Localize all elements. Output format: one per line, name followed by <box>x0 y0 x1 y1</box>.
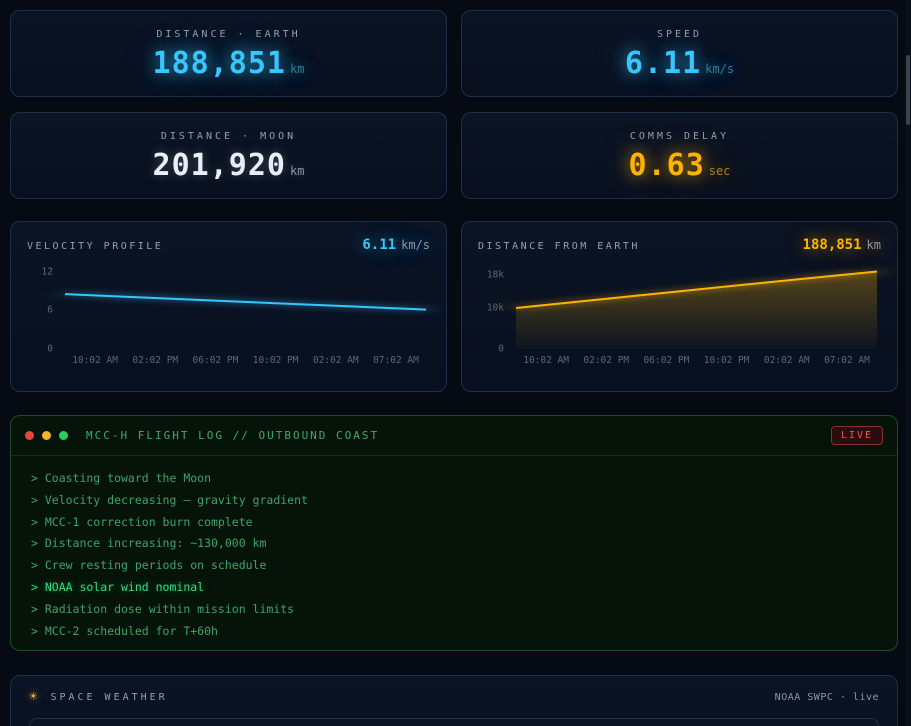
x-tick-label: 07:02 AM <box>824 355 870 366</box>
stat-row-1: DISTANCE · EARTH 188,851 km SPEED 6.11 km/… <box>10 10 898 97</box>
velocity-line-chart <box>65 269 426 349</box>
stat-unit: km <box>289 163 305 178</box>
y-axis-ticks: 12 6 0 <box>27 266 61 354</box>
x-tick-label: 10:02 AM <box>72 355 118 366</box>
space-weather-header: ☀ SPACE WEATHER NOAA SWPC · live <box>29 690 879 704</box>
space-weather-source: NOAA SWPC · live <box>774 691 879 703</box>
chart-title: VELOCITY PROFILE <box>27 241 164 252</box>
y-tick-label: 0 <box>47 343 53 355</box>
scrollbar-track[interactable] <box>905 0 911 726</box>
y-tick-label: 10k <box>486 302 504 314</box>
x-tick-label: 02:02 PM <box>132 355 179 366</box>
log-entry: > MCC-1 correction burn complete <box>31 514 253 529</box>
velocity-profile-chart-panel: VELOCITY PROFILE 6.11 km/s 12 6 0 10:02 AM 0… <box>10 221 447 392</box>
stat-card-speed: SPEED 6.11 km/s <box>461 10 898 97</box>
stat-label: SPEED <box>656 28 703 40</box>
chart-row: VELOCITY PROFILE 6.11 km/s 12 6 0 10:02 AM 0… <box>10 221 898 392</box>
x-axis-labels: 10:02 AM 02:02 PM 06:02 PM 10:02 PM 02:02 AM… <box>65 355 426 373</box>
window-dot-green-icon <box>59 431 68 440</box>
x-tick-label: 10:02 PM <box>252 355 299 366</box>
log-entry: > Velocity decreasing — gravity gradient <box>31 492 308 507</box>
stat-label: DISTANCE · MOON <box>160 130 297 142</box>
y-tick-label: 18k <box>486 269 504 281</box>
x-axis-labels: 10:02 AM 02:02 PM 06:02 PM 10:02 PM 02:02 AM… <box>516 355 877 373</box>
chart-current-value: 6.11 km/s <box>362 237 430 253</box>
stat-row-2: DISTANCE · MOON 201,920 km COMMS DELAY 0.… <box>10 112 898 199</box>
space-weather-panel: ☀ SPACE WEATHER NOAA SWPC · live <box>10 675 898 726</box>
flight-log-body: > Coasting toward the Moon > Velocity dec… <box>11 456 897 650</box>
x-tick-label: 06:02 PM <box>643 355 690 366</box>
chart-unit: km/s <box>401 238 430 252</box>
stat-label: COMMS DELAY <box>629 130 730 142</box>
distance-area-chart <box>516 269 877 349</box>
log-entry: > Distance increasing: ~130,000 km <box>31 536 267 551</box>
stat-card-comms-delay: COMMS DELAY 0.63 sec <box>461 112 898 199</box>
y-tick-label: 6 <box>47 304 53 316</box>
window-dot-red-icon <box>25 431 34 440</box>
log-entry: > Coasting toward the Moon <box>31 471 212 485</box>
stat-card-distance-moon: DISTANCE · MOON 201,920 km <box>10 112 447 199</box>
space-weather-content-card <box>29 718 879 726</box>
stat-card-distance-earth: DISTANCE · EARTH 188,851 km <box>10 10 447 97</box>
stat-value: 188,851 km <box>152 45 305 81</box>
log-entry: > NOAA solar wind nominal <box>31 579 205 594</box>
log-entry: > Crew resting periods on schedule <box>31 558 267 573</box>
x-tick-label: 02:02 AM <box>763 355 810 366</box>
stat-unit: sec <box>708 163 731 178</box>
chart-area: 18k 10k 0 10:02 AM 02:02 PM 06:02 PM 10:0 <box>478 269 881 373</box>
space-weather-title: SPACE WEATHER <box>50 691 168 703</box>
plot-area <box>516 269 877 349</box>
stat-label: DISTANCE · EARTH <box>156 28 301 40</box>
x-tick-label: 06:02 PM <box>192 355 239 366</box>
stat-value: 0.63 sec <box>628 147 731 183</box>
chart-title: DISTANCE FROM EARTH <box>478 241 640 252</box>
flight-log-panel: MCC-H FLIGHT LOG // OUTBOUND COAST LIVE … <box>10 415 898 651</box>
stat-value: 201,920 km <box>152 147 305 183</box>
x-tick-label: 10:02 AM <box>523 355 569 366</box>
chart-unit: km <box>866 238 881 252</box>
stat-unit: km/s <box>705 61 735 76</box>
y-tick-label: 0 <box>498 343 504 355</box>
chart-area: 12 6 0 10:02 AM 02:02 PM 06:02 PM 10:02 PM 02:… <box>27 266 430 373</box>
flight-log-title: MCC-H FLIGHT LOG // OUTBOUND COAST <box>86 429 380 442</box>
flight-log-header: MCC-H FLIGHT LOG // OUTBOUND COAST LIVE <box>11 416 897 456</box>
window-dot-amber-icon <box>42 431 51 440</box>
plot-area <box>65 269 426 349</box>
stat-value: 6.11 km/s <box>624 45 735 81</box>
y-tick-label: 12 <box>41 266 53 278</box>
sun-icon: ☀ <box>29 689 41 705</box>
scrollbar-thumb[interactable] <box>906 55 910 125</box>
log-entry: > MCC-2 scheduled for T+60h <box>31 623 218 638</box>
live-badge: LIVE <box>830 426 883 445</box>
y-axis-ticks: 18k 10k 0 <box>478 269 512 355</box>
log-entry: > Radiation dose within mission limits <box>31 601 295 616</box>
x-tick-label: 10:02 PM <box>703 355 750 366</box>
x-tick-label: 02:02 AM <box>312 355 359 366</box>
chart-header: DISTANCE FROM EARTH 188,851 km <box>478 237 881 253</box>
chart-current-value: 188,851 km <box>802 237 881 253</box>
x-tick-label: 07:02 AM <box>373 355 419 366</box>
chart-header: VELOCITY PROFILE 6.11 km/s <box>27 237 430 253</box>
distance-from-earth-chart-panel: DISTANCE FROM EARTH 188,851 km 18k 10k 0 <box>461 221 898 392</box>
space-weather-title-group: ☀ SPACE WEATHER <box>29 690 168 704</box>
stat-unit: km <box>289 61 305 76</box>
x-tick-label: 02:02 PM <box>583 355 630 366</box>
